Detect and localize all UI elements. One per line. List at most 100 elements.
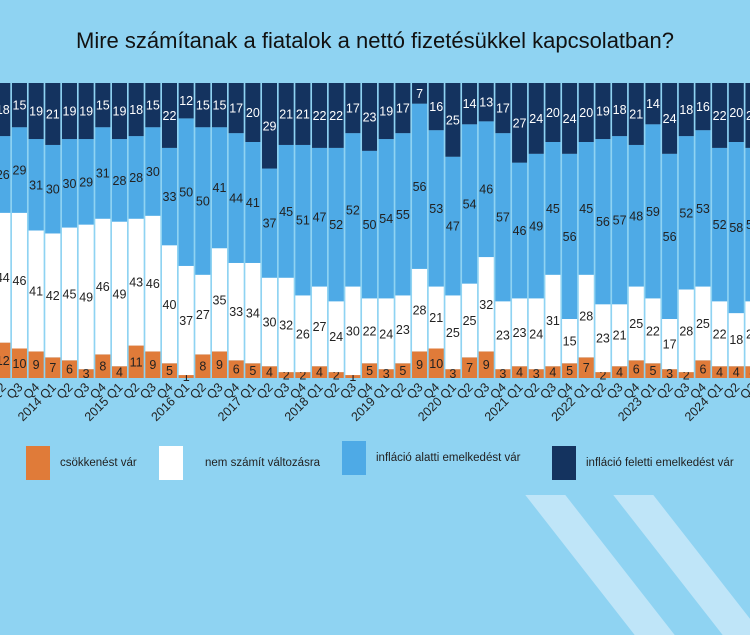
data-label: 49 [79,290,93,304]
bar-segment-below-inflation [462,124,478,284]
data-label: 18 [129,103,143,117]
bar-segment-no-change [145,215,161,352]
bar-segment-no-change [662,319,678,370]
bar-segment-decrease [95,354,111,378]
bar-segment-above-inflation [295,83,311,145]
data-label: 27 [313,320,327,334]
bar-segment-decrease [178,375,194,378]
bar-segment-no-change [728,313,744,367]
data-label: 59 [646,205,660,219]
bar-segment-decrease [395,363,411,378]
bar-segment-below-inflation [695,130,711,287]
bar-segment-decrease [528,369,544,378]
legend-item-no-change: nem számít változásra [159,446,320,480]
data-label: 25 [446,113,460,127]
data-label: 57 [496,211,510,225]
bar-segment-below-inflation [612,136,628,305]
data-label: 5 [249,364,256,378]
bar-segment-no-change [628,286,644,361]
bar-segment-above-inflation [512,83,528,163]
data-label: 22 [713,327,727,341]
bar-segment-decrease [111,366,127,378]
bar-segment-above-inflation [11,83,27,128]
data-label: 13 [479,96,493,110]
bar-segment-decrease [278,372,294,378]
x-tick-label: Q3 [737,380,750,402]
data-label: 8 [99,360,106,374]
bar-segment-above-inflation [678,83,694,137]
bar-segment-below-inflation [328,147,344,302]
bar-segment-no-change [745,301,750,367]
data-label: 30 [263,315,277,329]
bar-segment-above-inflation [628,83,644,145]
data-label: 17 [396,102,410,116]
bar-segment-below-inflation [45,144,61,234]
bar-segment-above-inflation [728,83,744,142]
data-label: 2 [283,369,290,383]
bar-segment-above-inflation [545,83,561,142]
bar-segment-decrease [345,375,361,378]
data-label: 24 [663,112,677,126]
data-label: 23 [513,326,527,340]
data-label: 45 [546,202,560,216]
data-label: 52 [746,218,750,232]
bar-segment-above-inflation [245,83,261,142]
data-label: 7 [583,361,590,375]
data-label: 20 [246,106,260,120]
bar-segment-no-change [528,298,544,370]
bar-segment-above-inflation [645,83,661,125]
data-label: 25 [696,317,710,331]
data-label: 37 [263,217,277,231]
bar-segment-below-inflation [745,147,750,302]
bar-segment-below-inflation [162,147,177,246]
bar-segment-below-inflation [662,153,678,319]
bar-segment-decrease [495,369,511,378]
data-label: 22 [329,109,343,123]
bar-segment-above-inflation [278,83,294,145]
bar-segment-below-inflation [378,139,394,299]
bar-segment-decrease [712,366,728,378]
data-label: 22 [646,324,660,338]
bar-segment-no-change [445,295,461,370]
bar-segment-no-change [111,221,127,367]
bar-segment-decrease [545,366,561,378]
bar-segment-no-change [245,262,261,364]
bar-segment-above-inflation [445,83,461,157]
data-label: 28 [129,171,143,185]
legend-item-above-inflation: infláció feletti emelkedést vár [552,446,734,480]
data-label: 15 [196,99,210,113]
data-label: 30 [346,324,360,338]
data-label: 10 [13,357,27,371]
bar-segment-no-change [178,265,194,376]
bar-segment-decrease [662,369,678,378]
bar-segment-above-inflation [495,83,511,134]
data-label: 21 [429,311,443,325]
data-label: 23 [596,332,610,346]
data-label: 56 [663,230,677,244]
bar-segment-no-change [45,233,61,358]
data-label: 50 [363,218,377,232]
bar-segment-above-inflation [111,83,127,140]
data-label: 22 [363,324,377,338]
data-label: 5 [166,364,173,378]
data-label: 18 [0,103,10,117]
bar-segment-decrease [595,372,611,378]
bar-segment-below-inflation [495,133,511,302]
data-label: 20 [546,106,560,120]
bar-segment-no-change [578,274,594,358]
data-label: 16 [429,100,443,114]
data-label: 49 [529,220,543,234]
bar-segment-decrease [745,366,750,378]
data-label: 45 [63,287,77,301]
bar-segment-below-inflation [128,136,144,219]
data-label: 49 [113,287,127,301]
data-label: 9 [483,358,490,372]
data-label: 45 [579,202,593,216]
bar-segment-above-inflation [178,83,194,119]
bar-segment-above-inflation [128,83,144,137]
bar-segment-no-change [295,295,311,373]
data-label: 6 [233,363,240,377]
bar-segment-decrease [628,360,644,378]
bar-segment-decrease [612,366,628,378]
x-tick-label: Q2 [0,380,9,402]
